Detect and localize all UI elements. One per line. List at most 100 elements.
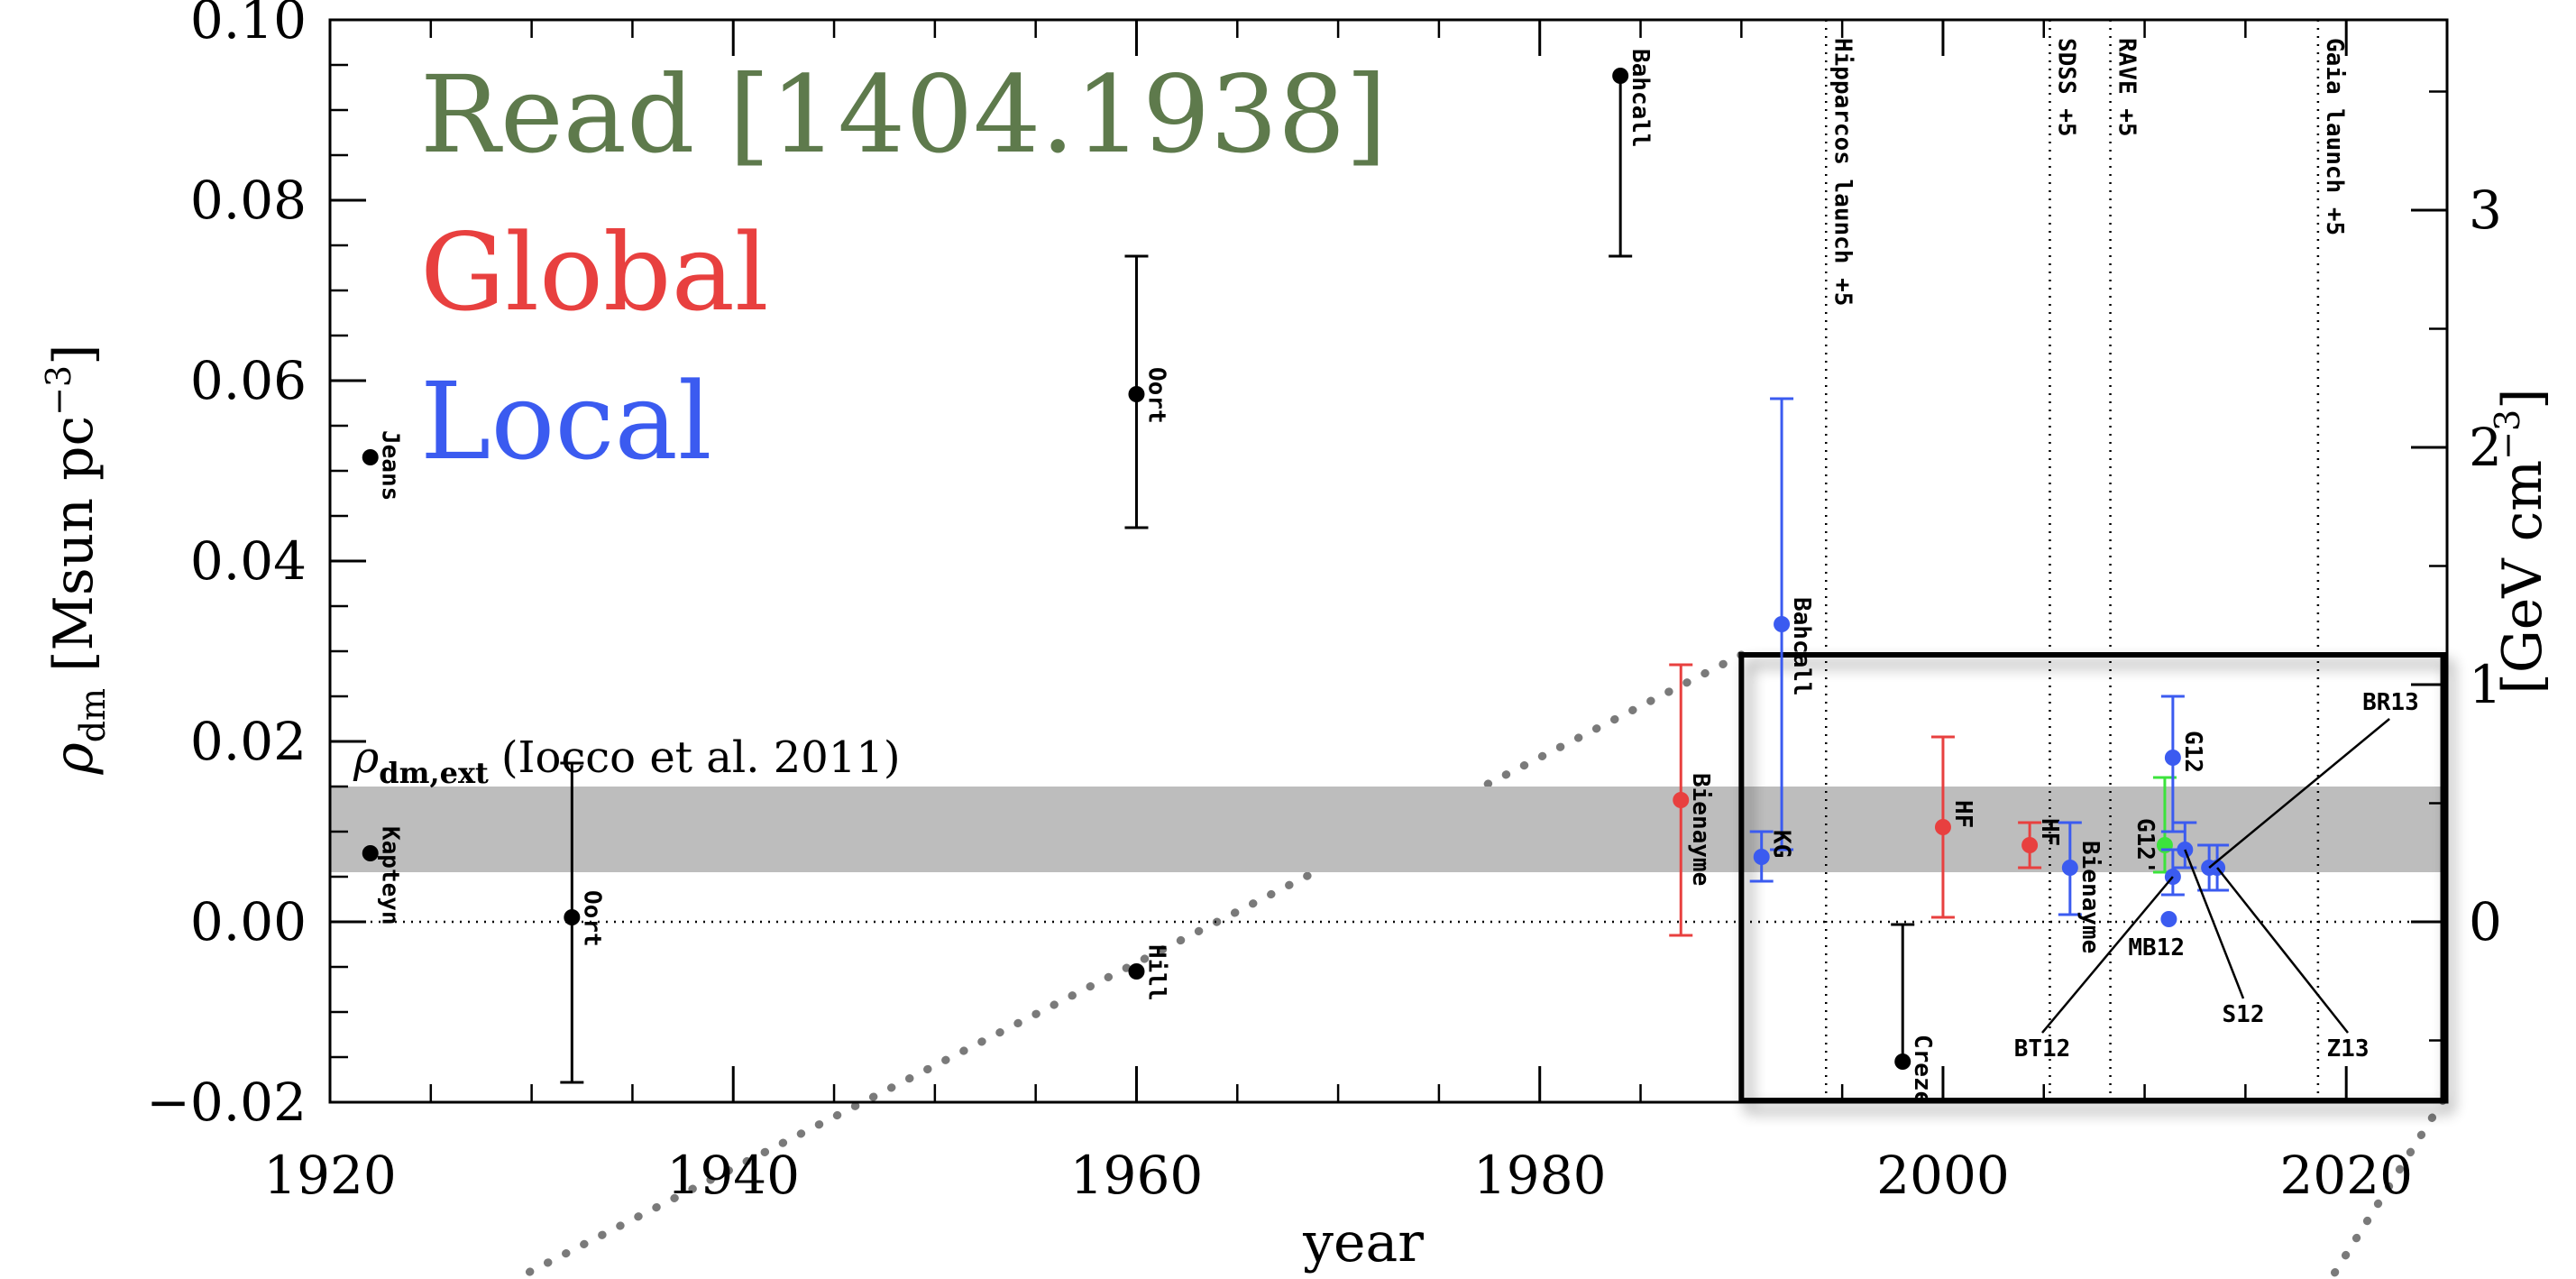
vline-label-2: RAVE +5 (2113, 38, 2141, 137)
point-11: HF (2018, 818, 2063, 870)
point-label: Jeans (377, 430, 404, 501)
point-3: Hill (1128, 944, 1169, 1001)
annotation-1: MB12 (2128, 934, 2185, 962)
point-label: Creze (1909, 1035, 1936, 1105)
zoom-box-rect (1738, 652, 2446, 1103)
x-tick-label: 1980 (1473, 1145, 1607, 1206)
leader-line-2 (2184, 849, 2245, 999)
y2-tick-label: 3 (2469, 179, 2502, 241)
point-marker (564, 909, 581, 925)
legend: Read [1404.1938] Global Local (420, 52, 1387, 483)
y-tick-label: 0.10 (190, 0, 307, 51)
band-rect (330, 787, 2447, 872)
point-marker (1673, 792, 1690, 808)
point-4: Oort (1124, 254, 1169, 529)
leader-line-4 (2216, 867, 2349, 1034)
band-label-rho: ρ (353, 732, 379, 783)
point-label: G12' (2131, 818, 2159, 875)
point-6: Bienayme (1669, 663, 1714, 937)
y-axis-title-close: ] (42, 344, 105, 364)
vline-label-1: SDSS +5 (2052, 38, 2079, 137)
y2-tick-label: 0 (2469, 891, 2502, 952)
y-tick-label: 0.08 (190, 170, 307, 231)
point-marker (2021, 837, 2039, 853)
y-axis-title-exp: −3 (39, 365, 78, 416)
point-5: Bahcall (1609, 49, 1654, 258)
point-label: Oort (578, 890, 605, 947)
point-label: Bienayme (1687, 773, 1714, 886)
point-label: HF (1949, 800, 1976, 828)
point-marker (1128, 386, 1145, 402)
point-marker (1753, 849, 1770, 865)
point-annotations: BR13 MB12 S12 BT12 Z13 (2014, 689, 2419, 1063)
point-16 (2160, 911, 2177, 927)
measurements: Kapteyn Jeans Oort Hill Oort Bahcall Bienayme B… (362, 49, 2230, 1105)
point-label: Bienayme (2076, 841, 2104, 953)
annotation-2: S12 (2223, 1001, 2265, 1028)
y2-axis-title-exp: −3 (2488, 409, 2527, 460)
y2-axis-title: [GeV cm−3] (2488, 388, 2554, 694)
point-marker (362, 845, 379, 861)
y-tick-label: 0.02 (190, 711, 307, 772)
point-1: Jeans (362, 430, 404, 501)
band-label-rest: (Iocco et al. 2011) (501, 732, 901, 783)
y-axis-title-rho: ρ (42, 742, 105, 775)
point-marker (1128, 963, 1145, 980)
annotation-3: BT12 (2014, 1035, 2071, 1063)
reference-lines: Hipparcos launch +5 SDSS +5 RAVE +5 Gaia la… (330, 20, 2447, 1102)
y-tick-label: 0.06 (190, 350, 307, 411)
point-2: Oort (560, 761, 605, 1084)
legend-entry-local: Local (420, 359, 712, 483)
point-label: KG (1768, 830, 1795, 858)
y2-tick-label: 2 (2469, 417, 2502, 478)
zoom-guide-left (511, 650, 1746, 1279)
legend-entry-global: Global (420, 210, 769, 335)
band-label: ρdm,ext (Iocco et al. 2011) (353, 732, 901, 790)
point-marker (1774, 616, 1791, 632)
point-10: HF (1930, 735, 1976, 919)
x-tick-label: 1960 (1070, 1145, 1204, 1206)
point-label: Kapteyn (377, 826, 404, 925)
point-9: Creze (1891, 923, 1936, 1105)
point-14: G12 (2160, 695, 2206, 833)
point-7: Bahcall (1770, 397, 1815, 851)
annotation-0: BR13 (2362, 689, 2419, 716)
zoom-guide-right (2326, 1096, 2448, 1279)
point-marker (2160, 911, 2177, 927)
point-label: Oort (1142, 367, 1169, 424)
point-marker (362, 449, 379, 465)
y2-axis-title-close: ] (2491, 388, 2554, 409)
point-label: G12 (2179, 731, 2206, 773)
point-label: Bahcall (1627, 49, 1654, 148)
local-density-band (330, 787, 2447, 872)
point-12: Bienayme (2058, 821, 2104, 953)
point-marker (2164, 750, 2181, 766)
vline-label-0: Hipparcos launch +5 (1829, 38, 1856, 306)
point-label: Hill (1142, 944, 1169, 1001)
point-marker (2061, 860, 2078, 876)
leader-line-0 (2208, 718, 2390, 869)
point-marker (1894, 1054, 1911, 1070)
point-marker (1612, 68, 1629, 84)
point-13: G12' (2131, 776, 2177, 875)
plot-axes: 1920 1940 1960 1980 2000 2020 −0.02 0.00 0.02 0.0… (146, 0, 2502, 1206)
point-0: Kapteyn (362, 826, 404, 925)
y-axis-title-sub: dm (73, 688, 113, 742)
x-tick-label: 1940 (666, 1145, 800, 1206)
vline-label-3: Gaia launch +5 (2321, 38, 2348, 235)
point-label: Bahcall (1788, 597, 1815, 696)
x-tick-label: 2020 (2279, 1145, 2413, 1206)
legend-entry-read: Read [1404.1938] (420, 52, 1387, 177)
y2-tick-label: 1 (2469, 654, 2502, 715)
point-marker (1934, 819, 1951, 835)
y-tick-label: 0.04 (190, 530, 307, 592)
y-axis-title: ρdm [Msun pc−3] (39, 344, 113, 775)
zoom-guide-lines (511, 650, 2448, 1279)
band-label-sub: dm,ext (379, 756, 489, 790)
point-8: KG (1749, 830, 1795, 883)
y2-axis-title-unit: [GeV cm (2491, 460, 2554, 695)
x-tick-label: 1920 (263, 1145, 397, 1206)
zoom-box (1738, 652, 2446, 1103)
y-tick-label: −0.02 (146, 1072, 307, 1133)
